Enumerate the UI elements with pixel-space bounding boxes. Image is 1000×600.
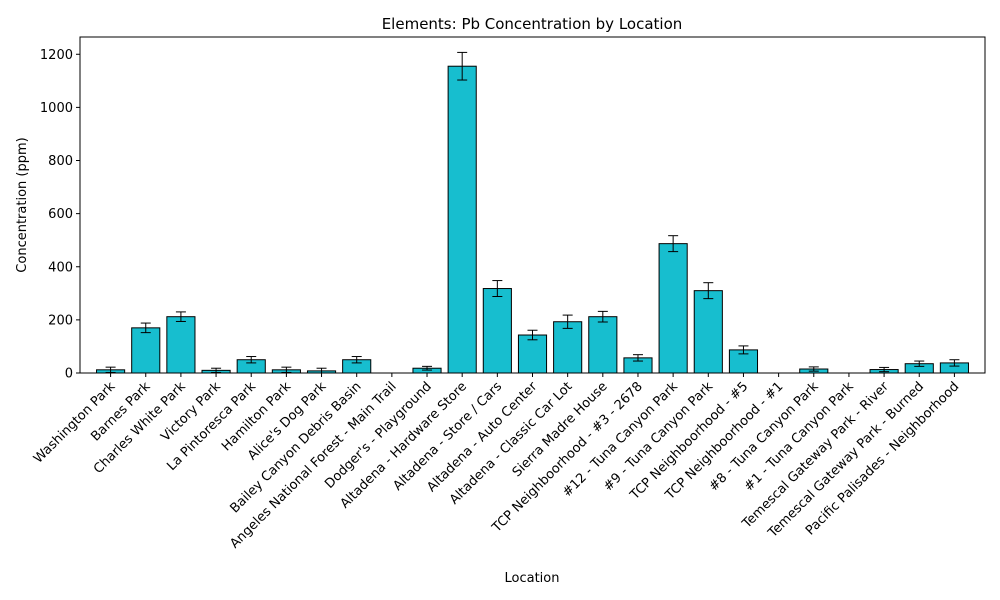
bar [131,327,161,374]
y-axis-label: Concentration (ppm) [15,137,30,272]
y-tick-label: 800 [48,154,73,169]
y-tick-label: 600 [48,207,73,222]
bar [553,321,583,374]
y-tick-label: 0 [65,367,73,382]
y-tick-label: 200 [48,313,73,328]
bar [517,334,548,374]
y-tick-label: 1000 [40,101,73,116]
chart-title: Elements: Pb Concentration by Location [382,15,683,33]
y-axis: 0 200 400 600 800 1000 1200 [40,48,80,382]
bar [482,288,512,374]
bar [447,65,477,374]
bar [658,243,688,374]
y-tick-label: 400 [48,260,73,275]
bar [588,316,618,374]
x-axis-label: Location [505,571,560,586]
bar [693,290,723,374]
y-tick-label: 1200 [40,48,73,63]
plot-frame [79,36,986,374]
bar [166,316,196,374]
